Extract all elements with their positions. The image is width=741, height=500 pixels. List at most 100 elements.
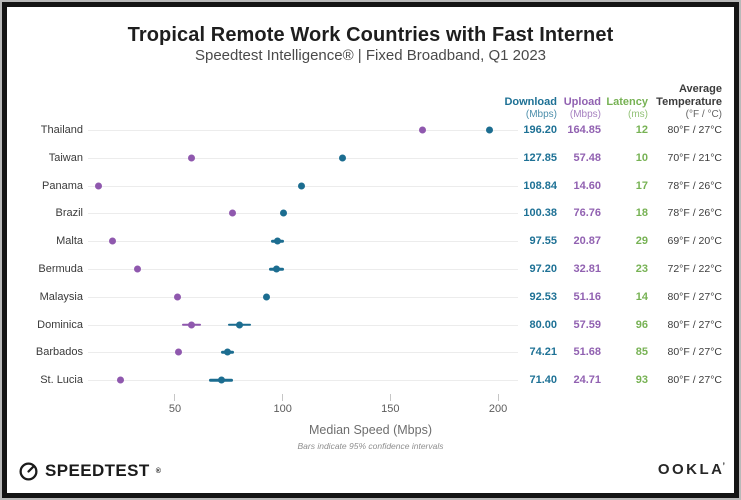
row-gridline [88,241,518,243]
upload-dot [187,321,195,329]
ookla-wordmark: OOKLA [657,461,725,478]
column-header-temperature: Temperature [656,96,722,108]
latency-value: 85 [635,346,648,359]
country-row: Thailand 196.20 164.85 12 80°F / 27°C [0,116,741,144]
x-axis-tick-label: 150 [381,403,400,415]
chart-title: Tropical Remote Work Countries with Fast… [127,24,614,46]
upload-value: 14.60 [573,179,601,192]
upload-value: 32.81 [573,263,601,275]
download-value: 100.38 [523,207,557,220]
country-label: Dominica [37,318,83,331]
upload-dot [187,154,195,162]
row-plot-area [88,227,518,255]
column-unit-temperature: (°F / °C) [685,109,722,120]
temperature-value: 72°F / 22°C [667,263,722,275]
country-row: Malta 97.55 20.87 29 69°F / 20°C [0,227,741,255]
row-plot-area [88,172,518,200]
upload-value: 51.68 [573,346,601,359]
x-axis-tick-label: 100 [273,403,292,415]
country-label: Bermuda [38,263,83,275]
temperature-value: 69°F / 20°C [667,235,722,248]
country-label: Panama [42,179,83,192]
speedtest-wordmark: SPEEDTEST [45,461,150,480]
download-value: 97.20 [529,263,557,275]
upload-value: 20.87 [573,235,601,248]
chart-subtitle: Speedtest Intelligence® | Fixed Broadban… [194,47,546,64]
row-gridline [88,213,518,215]
row-plot-area [88,339,518,367]
column-unit-latency: (ms) [628,109,648,120]
latency-value: 17 [635,179,648,192]
temperature-value: 80°F / 27°C [667,346,722,359]
download-value: 92.53 [529,290,557,303]
upload-dot [134,265,142,273]
latency-value: 10 [635,151,648,164]
latency-value: 96 [635,318,648,331]
country-row: Malaysia 92.53 51.16 14 80°F / 27°C [0,283,741,311]
download-value: 74.21 [529,346,557,359]
latency-value: 14 [635,290,648,303]
country-label: Thailand [40,123,83,136]
temperature-value: 78°F / 26°C [667,207,722,220]
x-axis-tick [497,394,499,401]
row-gridline [88,157,518,159]
row-plot-area [88,144,518,172]
column-header-download: Download [504,96,557,108]
chart-rows: Thailand 196.20 164.85 12 80°F / 27°C Taiwan 1… [0,116,741,395]
country-row: Panama 108.84 14.60 17 78°F / 26°C [0,172,741,200]
upload-dot [173,293,181,301]
download-value: 108.84 [523,179,557,192]
download-dot [339,154,347,162]
country-label: Malta [56,235,83,248]
row-plot-area [88,366,518,394]
upload-value: 51.16 [573,290,601,303]
temperature-value: 80°F / 27°C [667,123,722,136]
row-gridline [88,380,518,382]
download-value: 127.85 [523,151,557,164]
column-unit-download: (Mbps) [525,109,557,120]
country-row: Barbados 74.21 51.68 85 80°F / 27°C [0,339,741,367]
download-value: 80.00 [529,318,557,331]
ookla-logo: OOKLA’ [658,461,725,478]
row-plot-area [88,116,518,144]
upload-dot [229,209,237,217]
upload-dot [117,376,125,384]
upload-dot [418,126,426,134]
x-axis-tick-label: 50 [168,403,182,415]
download-dot [279,209,287,217]
country-label: Barbados [35,346,83,359]
download-dot [273,265,281,273]
temperature-value: 80°F / 27°C [667,318,722,331]
confidence-note: Bars indicate 95% confidence intervals [297,441,444,451]
column-header-latency: Latency [606,96,648,108]
country-row: Taiwan 127.85 57.48 10 70°F / 21°C [0,144,741,172]
x-axis-tick-label: 200 [488,403,508,415]
download-value: 71.40 [529,374,557,387]
speedtest-logo: SPEEDTEST ® [18,459,161,483]
temperature-value: 78°F / 26°C [667,179,722,192]
temperature-value: 80°F / 27°C [667,290,722,303]
download-dot [273,237,281,245]
upload-value: 76.76 [573,207,601,220]
country-row: Dominica 80.00 57.59 96 80°F / 27°C [0,311,741,339]
latency-value: 18 [635,207,648,220]
ookla-trademark: ’ [722,461,725,471]
x-axis-tick [389,394,391,401]
x-axis-tick [174,394,176,401]
speedtest-gauge-icon [19,461,38,481]
row-gridline [88,269,518,270]
download-dot [298,182,306,190]
column-header-average: Average [678,83,722,95]
upload-dot [108,237,116,245]
temperature-value: 80°F / 27°C [667,374,722,387]
latency-value: 93 [635,374,648,387]
country-label: Taiwan [48,151,83,164]
upload-value: 57.59 [573,318,601,331]
download-dot [223,348,231,356]
latency-value: 29 [635,235,648,248]
latency-value: 12 [635,123,648,136]
upload-dot [95,182,103,190]
upload-value: 57.48 [573,151,601,164]
x-axis-label: Median Speed (Mbps) [309,423,432,437]
country-row: Brazil 100.38 76.76 18 78°F / 26°C [0,199,741,227]
